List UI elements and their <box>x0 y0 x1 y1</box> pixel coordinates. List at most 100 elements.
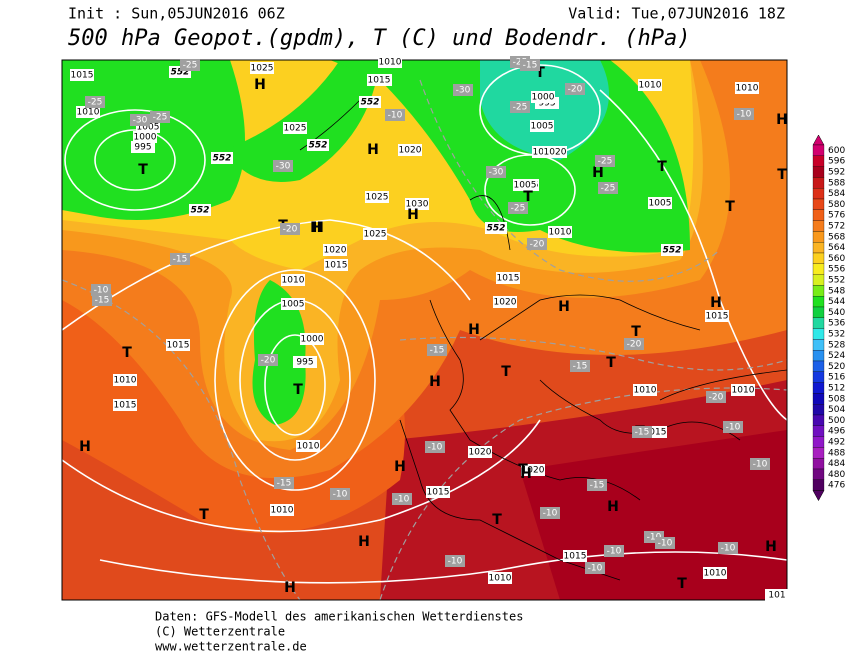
temperature-label: -15 <box>523 61 538 71</box>
scale-swatch <box>812 350 825 362</box>
temperature-label: -10 <box>737 110 752 120</box>
temperature-label: -10 <box>94 286 109 296</box>
scale-label: 592 <box>828 168 845 178</box>
isobar-label-box <box>633 384 657 396</box>
isobar-label: 1020 <box>544 148 567 158</box>
scale-label: 568 <box>828 232 845 242</box>
scale-swatch <box>812 404 825 416</box>
isobar-label: 101 <box>768 591 785 601</box>
scale-label: 500 <box>828 416 845 426</box>
scale-swatch <box>812 285 825 297</box>
scale-swatch <box>812 436 825 448</box>
scale-label: 524 <box>828 351 845 361</box>
scale-label: 596 <box>828 157 845 167</box>
pressure-center: H <box>558 299 570 315</box>
temperature-label-box <box>624 338 644 350</box>
isobar-label-box <box>521 464 545 476</box>
scale-swatch <box>812 360 825 372</box>
temperature-label-box <box>604 545 624 557</box>
temperature-label: -20 <box>530 240 545 250</box>
isobar-label: 1010 <box>379 58 402 68</box>
isobar-label: 1030 <box>406 200 429 210</box>
isohypse-label-box <box>359 96 381 108</box>
scale-swatch <box>812 231 825 243</box>
footer-url: www.wetterzentrale.de <box>155 640 307 654</box>
temperature-label: -10 <box>333 490 348 500</box>
temperature-label: -20 <box>709 393 724 403</box>
temperature-label-box <box>632 426 652 438</box>
temperature-label: -30 <box>456 86 471 96</box>
temperature-label-box <box>274 477 294 489</box>
isohypse-label: 552 <box>213 154 232 164</box>
scale-label: 484 <box>828 459 845 469</box>
scale-swatch <box>812 479 825 491</box>
isobar-label: 995 <box>296 358 313 368</box>
temperature-label: -25 <box>601 184 616 194</box>
scale-arrow-bottom <box>812 490 825 502</box>
temperature-label-box <box>425 441 445 453</box>
isohypse-label: 552 <box>487 224 506 234</box>
isobar-label: 1015 <box>497 274 520 284</box>
temperature-label-box <box>510 101 530 113</box>
temperature-label-box <box>655 537 675 549</box>
temperature-label-box <box>280 223 300 235</box>
temperature-label: -25 <box>511 204 526 214</box>
scale-label: 576 <box>828 211 845 221</box>
temperature-label-box <box>427 344 447 356</box>
isohypse-label: 552 <box>663 246 682 256</box>
scale-swatch <box>812 425 825 437</box>
isobar-label-box <box>363 228 387 240</box>
isobar-label: 995 <box>134 143 151 153</box>
scale-swatch <box>812 317 825 329</box>
isobar-label-box <box>113 399 137 411</box>
isobar-label-box <box>70 69 94 81</box>
temperature-label-box <box>180 59 200 71</box>
temperature-label-box <box>595 155 615 167</box>
scale-label: 556 <box>828 265 845 275</box>
pressure-center: H <box>592 165 604 181</box>
pressure-center: T <box>138 162 148 178</box>
pressure-center: T <box>501 364 511 380</box>
isobar-label-box <box>705 310 729 322</box>
isobar-label: 1005 <box>514 181 537 191</box>
isobar-label: 1010 <box>282 276 305 286</box>
isobar-label-box <box>281 274 305 286</box>
isobar-label-box <box>367 74 391 86</box>
temperature-label-box <box>258 354 278 366</box>
scale-label: 600 <box>828 146 845 156</box>
isobar-label: 1025 <box>364 230 387 240</box>
pressure-center: T <box>122 345 132 361</box>
isobar-label: 1015 <box>368 76 391 86</box>
temperature-label-box <box>734 108 754 120</box>
isobar-label-box <box>296 440 320 452</box>
scale-swatch <box>812 447 825 459</box>
temperature-label: -30 <box>276 162 291 172</box>
pressure-center: H <box>358 534 370 550</box>
pressure-center: H <box>394 459 406 475</box>
temperature-label-box <box>723 421 743 433</box>
pressure-center: T <box>606 355 616 371</box>
temperature-label-box <box>330 488 350 500</box>
scale-label: 580 <box>828 200 845 210</box>
temperature-label: -10 <box>607 547 622 557</box>
scale-swatch <box>812 242 825 254</box>
temperature-label-box <box>150 111 170 123</box>
isobar-label-box <box>765 589 789 601</box>
isobar-label: 1025 <box>251 64 274 74</box>
scale-swatch <box>812 188 825 200</box>
temperature-label: -10 <box>753 460 768 470</box>
scale-label: 516 <box>828 373 845 383</box>
temperature-label: -10 <box>428 443 443 453</box>
map-frame <box>61 59 788 601</box>
pressure-center: T <box>492 512 502 528</box>
temperature-label-box <box>718 542 738 554</box>
temperature-label-box <box>385 109 405 121</box>
temperature-label-box <box>527 238 547 250</box>
temperature-label-box <box>85 96 105 108</box>
temperature-label: -15 <box>173 255 188 265</box>
scale-swatch <box>812 339 825 351</box>
isobar-label: 1020 <box>324 246 347 256</box>
isobar-label: 1010 <box>639 81 662 91</box>
isobar-label: 1020 <box>399 146 422 156</box>
temperature-label-box <box>392 493 412 505</box>
